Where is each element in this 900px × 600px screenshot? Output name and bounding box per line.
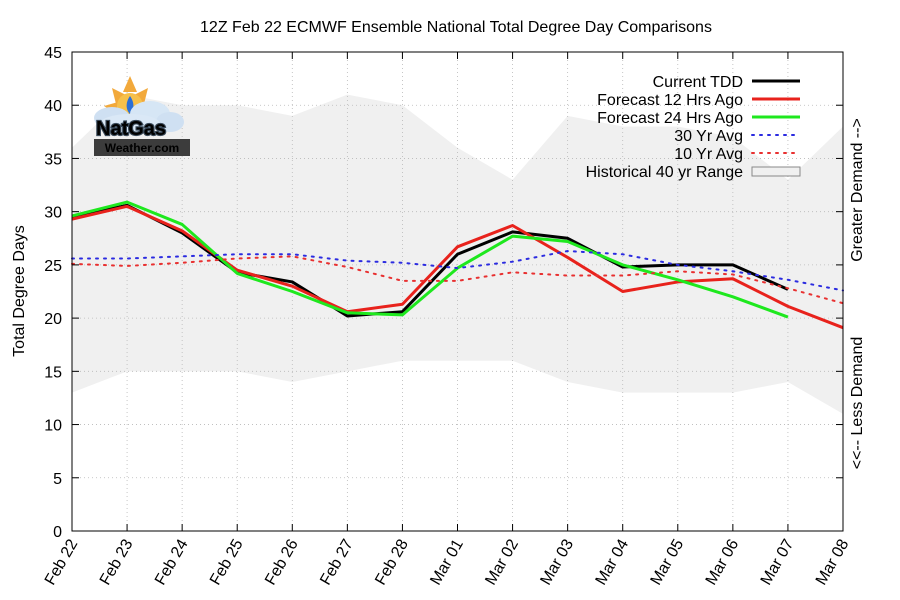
y-tick-label: 45 bbox=[44, 45, 62, 62]
x-tick-label: Feb 24 bbox=[152, 536, 192, 588]
logo-banner bbox=[94, 139, 190, 156]
x-tick-label: Feb 28 bbox=[372, 536, 412, 588]
right-label-less-demand: <<-- Less Demand bbox=[849, 337, 866, 470]
x-tick-label: Feb 23 bbox=[97, 536, 137, 588]
legend-swatch-historical-40-yr-range bbox=[751, 166, 801, 177]
y-tick-label: 35 bbox=[44, 151, 62, 168]
x-tick-label: Mar 05 bbox=[648, 536, 688, 588]
y-tick-label: 5 bbox=[53, 471, 62, 488]
y-tick-label: 40 bbox=[44, 98, 62, 115]
natgas-weather-logo: NatGas Weather.com bbox=[94, 76, 190, 156]
y-tick-label: 0 bbox=[53, 524, 62, 541]
series-line-forecast-12-hrs-ago bbox=[71, 204, 844, 330]
x-tick-label: Feb 25 bbox=[207, 536, 247, 588]
x-tick-label: Mar 08 bbox=[813, 536, 853, 588]
y-tick-label: 30 bbox=[44, 205, 62, 222]
x-tick-label: Mar 01 bbox=[427, 536, 467, 588]
legend-label-10-yr-avg: 10 Yr Avg bbox=[674, 146, 743, 163]
y-tick-label: 15 bbox=[44, 364, 62, 381]
cloud-icon bbox=[94, 101, 184, 134]
series-line-current-tdd bbox=[71, 203, 789, 318]
x-tick-label: Mar 06 bbox=[703, 536, 743, 588]
y-axis-label: Total Degree Days bbox=[11, 225, 28, 357]
grid bbox=[72, 52, 843, 531]
legend-label-current-tdd: Current TDD bbox=[653, 74, 743, 91]
y-tick-label: 20 bbox=[44, 311, 62, 328]
x-tick-label: Mar 02 bbox=[482, 536, 522, 588]
x-tick-label: Mar 03 bbox=[537, 536, 577, 588]
x-tick-label: Mar 04 bbox=[593, 536, 633, 588]
logo-natgas-text: NatGas bbox=[96, 118, 166, 140]
x-tick-label: Feb 22 bbox=[42, 536, 82, 588]
y-axis-ticks: 0 5 10 15 20 25 30 35 40 45 bbox=[44, 45, 843, 541]
right-label-greater-demand: Greater Demand --> bbox=[849, 118, 866, 262]
legend-label-forecast-24-hrs-ago: Forecast 24 Hrs Ago bbox=[597, 110, 743, 127]
y-tick-label: 25 bbox=[44, 258, 62, 275]
series-line-forecast-24-hrs-ago bbox=[71, 200, 789, 319]
legend-label-forecast-12-hrs-ago: Forecast 12 Hrs Ago bbox=[597, 92, 743, 109]
chart-title: 12Z Feb 22 ECMWF Ensemble National Total… bbox=[200, 19, 712, 36]
series-lines bbox=[71, 200, 844, 330]
legend-label-30-yr-avg: 30 Yr Avg bbox=[674, 128, 743, 145]
x-tick-label: Mar 07 bbox=[758, 536, 798, 588]
series-line-30-yr-avg bbox=[71, 250, 844, 292]
x-tick-label: Feb 27 bbox=[317, 536, 357, 588]
y-tick-label: 10 bbox=[44, 418, 62, 435]
x-tick-label: Feb 26 bbox=[262, 536, 302, 588]
logo-weather-text: Weather.com bbox=[105, 141, 179, 155]
legend-label-historical-40-yr-range: Historical 40 yr Range bbox=[586, 164, 744, 181]
series-line-10-yr-avg bbox=[71, 255, 844, 305]
